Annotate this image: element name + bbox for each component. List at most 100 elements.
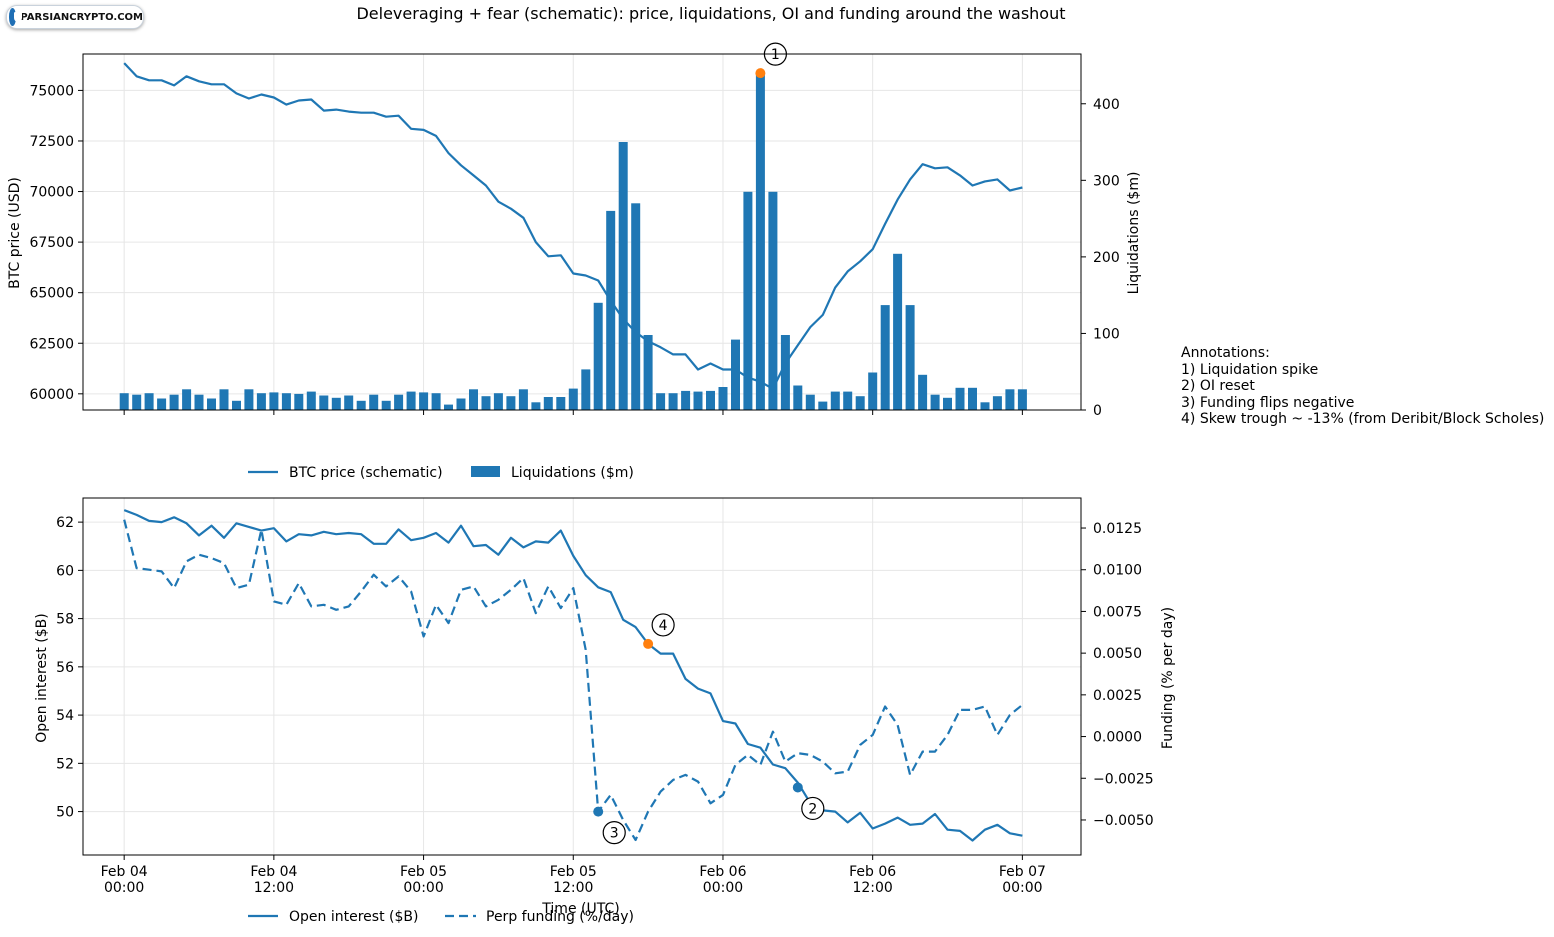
open-interest-line	[123, 509, 1023, 842]
liquidation-bar	[331, 397, 341, 410]
liquidation-bar	[855, 396, 865, 410]
top-plot-frame	[82, 53, 1082, 411]
annotation-3-badge-circle	[602, 821, 626, 845]
x-tick-label-time: 00:00	[403, 880, 443, 896]
liquidation-bar	[793, 385, 803, 410]
x-tick-label-date: Feb 05	[550, 864, 597, 880]
liquidation-bar	[306, 391, 316, 410]
bottom-plot-frame	[82, 497, 1082, 856]
annotation-item: 4) Skew trough ~ -13% (from Deribit/Bloc…	[1181, 411, 1545, 427]
liquidation-bar	[381, 400, 391, 410]
x-tick-label-date: Feb 07	[999, 864, 1046, 880]
y2-tick-label: 0.0125	[1093, 521, 1142, 537]
top-annotation-marks: 1	[755, 42, 787, 79]
chart-title: Deleveraging + fear (schematic): price, …	[356, 4, 1065, 23]
x-tick-label-date: Feb 04	[101, 864, 148, 880]
x-tick-label-time: 00:00	[703, 880, 743, 896]
liquidation-bar	[556, 397, 566, 410]
bottom-x-axis-label: Time (UTC)	[541, 901, 619, 917]
y2-tick-label: 200	[1093, 250, 1120, 266]
liquidation-bar	[643, 335, 653, 410]
liquidation-bar	[518, 389, 528, 410]
y-tick-label: 56	[56, 660, 74, 676]
liquidation-bar	[992, 396, 1002, 410]
y-tick-label: 60	[56, 563, 74, 579]
liquidation-bar	[1005, 389, 1015, 410]
annotation-2-marker	[792, 782, 803, 793]
liquidation-bar	[1017, 389, 1027, 410]
btc-price-line	[123, 62, 1023, 390]
bottom-y-axis-label: Open interest ($B)	[34, 613, 50, 742]
y-tick-label: 67500	[29, 235, 74, 251]
liquidation-bar	[968, 387, 977, 410]
liquidation-bar	[207, 398, 216, 410]
liquidation-bar	[144, 393, 154, 410]
oi-funding-panel: 4 2 3 50 52 54 56 58 60 62 −0.0050 −0.0025 0.0000 0…	[34, 497, 1176, 925]
liquidation-bar	[718, 387, 728, 410]
liquidation-bar	[281, 393, 291, 410]
y-tick-label: 65000	[29, 286, 74, 302]
liquidation-bar	[693, 391, 703, 410]
liquidation-bar	[768, 191, 778, 410]
y2-tick-label: 0.0025	[1093, 688, 1142, 704]
liquidation-bar	[830, 391, 840, 410]
liquidation-bar	[182, 389, 192, 410]
liquidation-bar	[905, 305, 915, 410]
liquidation-bar	[656, 393, 666, 410]
liquidation-bar	[431, 393, 441, 410]
bottom-y2-axis-label: Funding (% per day)	[1160, 607, 1176, 749]
x-tick-label-date: Feb 06	[699, 864, 746, 880]
liquidation-bar	[980, 402, 990, 410]
liquidation-bar	[219, 389, 229, 410]
x-tick-label-time: 12:00	[852, 880, 892, 896]
y-tick-label: 62500	[29, 336, 74, 352]
liquidation-bar	[244, 389, 254, 410]
liquidation-bar	[818, 401, 828, 410]
liquidation-bar	[681, 390, 691, 410]
liquidation-bar	[943, 397, 952, 410]
x-tick-label-time: 12:00	[254, 880, 294, 896]
price-liquidations-panel: 1 60000 62500 65000 67500 70000 72500 75000 0 1…	[7, 42, 1142, 481]
annotation-item: 2) OI reset	[1181, 378, 1255, 394]
x-tick-label-time: 00:00	[1002, 880, 1042, 896]
liquidation-bar	[568, 388, 578, 410]
liquidation-bars	[119, 73, 1027, 410]
y2-tick-label: 0.0075	[1093, 604, 1142, 620]
liquidation-bar	[868, 372, 878, 410]
y2-tick-label: −0.0050	[1093, 813, 1154, 829]
bottom-annotation-marks: 4 2 3	[593, 613, 825, 845]
liquidation-bar	[955, 387, 965, 410]
liquidation-bar	[731, 339, 740, 410]
annotation-3-badge-label: 3	[610, 826, 619, 842]
top-legend: BTC price (schematic) Liquidations ($m)	[248, 465, 634, 481]
y-tick-label: 54	[56, 708, 74, 724]
annotation-4-badge-label: 4	[659, 618, 668, 634]
top-y2-axis: 0 100 200 300 400	[1081, 97, 1120, 419]
annotations-note: Annotations: 1) Liquidation spike 2) OI …	[1181, 345, 1544, 428]
liquidation-bar	[119, 393, 129, 410]
liquidation-bar	[581, 369, 591, 410]
top-y-axis: 60000 62500 65000 67500 70000 72500 75000	[29, 83, 83, 403]
legend-liquidations-label: Liquidations ($m)	[511, 465, 634, 481]
annotation-1-badge-label: 1	[771, 47, 780, 63]
bottom-y2-axis: −0.0050 −0.0025 0.0000 0.0025 0.0050 0.0075 0.…	[1081, 521, 1154, 829]
funding-line	[123, 519, 1024, 842]
liquidation-bar	[618, 142, 628, 410]
x-tick-label-time: 00:00	[104, 880, 144, 896]
annotation-item: 3) Funding flips negative	[1181, 394, 1355, 411]
liquidation-bar	[369, 394, 379, 410]
y2-tick-label: 0.0100	[1093, 563, 1142, 579]
parsiancrypto-watermark: PARSIANCRYPTO.COM	[6, 5, 144, 29]
liquidation-bar	[256, 393, 266, 410]
liquidation-bar	[319, 395, 329, 410]
liquidation-bar	[755, 73, 765, 410]
liquidation-bar	[419, 392, 429, 410]
liquidation-bar	[493, 393, 503, 410]
top-grid	[83, 54, 1081, 410]
liquidation-bar	[169, 394, 179, 410]
liquidation-bar	[157, 398, 167, 410]
liquidation-bar	[232, 400, 241, 410]
liquidation-bar	[531, 402, 541, 410]
